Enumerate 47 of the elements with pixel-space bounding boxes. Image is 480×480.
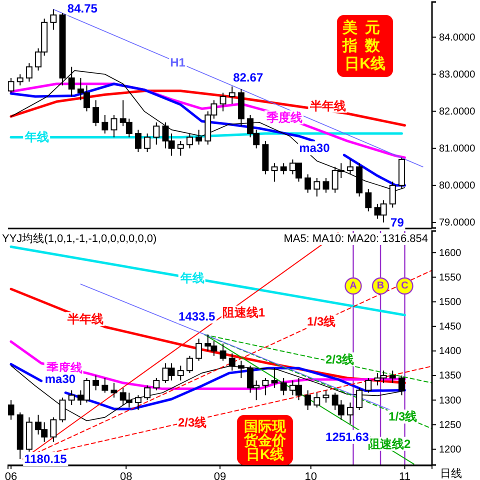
series-label: 2/3线 (178, 416, 207, 430)
y-tick-label: 81.0000 (439, 144, 476, 155)
y-tick-label: 1250 (439, 420, 462, 431)
series-label: 1/3线 (388, 410, 418, 424)
text: 国际现货金价日K线 (243, 418, 287, 462)
y-tick-label: 1400 (439, 346, 462, 358)
annotation: 82.67 (233, 70, 264, 84)
series-label: 阻速线1 (222, 306, 266, 320)
series-label: 半年线 (309, 98, 346, 113)
y-tick-label: 1450 (439, 322, 462, 333)
y-tick-label: 1300 (439, 395, 462, 406)
x-tick-label: 06 (4, 470, 18, 480)
y-tick-label: 1350 (439, 370, 462, 382)
x-tick-label: 08 (120, 470, 132, 480)
series-label: 年线 (24, 130, 50, 144)
y-tick-label: 82.0000 (439, 106, 476, 118)
annotation: 1251.63 (326, 430, 370, 444)
annotation: 1433.5 (178, 309, 216, 324)
annotation: 84.75 (67, 1, 98, 16)
x-tick-label: 10 (304, 470, 317, 480)
annotation: MA5: MA10: MA20: 1316.854 (284, 233, 428, 245)
series-label: 年线 (179, 271, 204, 286)
series-label: 2/3线 (325, 352, 354, 366)
text: 美元指数日K线 (342, 18, 388, 72)
series-label: 1/3线 (307, 314, 336, 328)
series-label: 半年线 (66, 312, 104, 326)
annotation: 79 (390, 215, 404, 230)
y-tick-label: 1500 (439, 296, 462, 308)
annotation: YYJ均线(1,0,1,-1,-1,0,0,0,0,0,0) (2, 232, 157, 245)
y-tick-label: 1200 (439, 444, 462, 456)
series-label: H1 (170, 55, 186, 70)
series-label: ma30 (44, 372, 76, 386)
y-tick-label: 1550 (439, 272, 462, 284)
y-tick-label: 80.0000 (439, 180, 476, 192)
y-tick-label: 83.0000 (439, 69, 476, 80)
series-label: ma30 (299, 141, 330, 156)
y-tick-label: 84.0000 (439, 32, 476, 44)
text: 日线 (440, 467, 462, 480)
series-label: 季度线 (266, 110, 303, 124)
y-tick-label: 1600 (439, 248, 462, 259)
annotation: 1180.15 (24, 452, 68, 466)
ref-line-label: A (350, 280, 357, 292)
x-tick-label: 09 (214, 470, 226, 480)
ref-line-label: B (376, 280, 384, 292)
y-tick-label: 79.0000 (439, 218, 476, 229)
ref-line-label: C (401, 280, 408, 292)
x-tick-label: 11 (399, 470, 410, 480)
